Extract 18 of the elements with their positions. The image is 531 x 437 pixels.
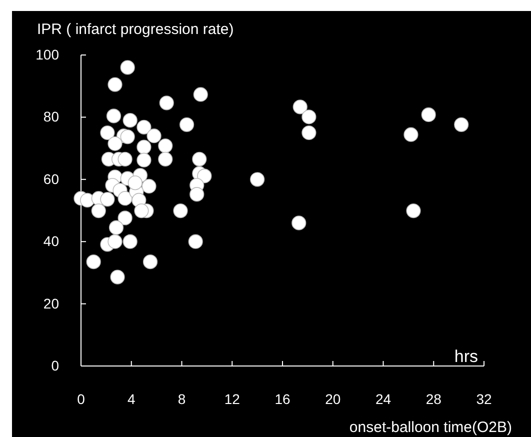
x-tick-label: 4 — [127, 390, 136, 407]
x-axis-title: onset-balloon time(O2B) — [349, 419, 512, 436]
x-tick-label: 12 — [224, 390, 240, 407]
y-tick-label: 0 — [51, 357, 60, 374]
x-tick-label: 16 — [274, 390, 290, 407]
x-tick-label: 8 — [178, 390, 186, 407]
x-tick-label: 28 — [426, 390, 442, 407]
y-tick-label: 60 — [43, 170, 60, 187]
x-tick-label: 32 — [476, 390, 492, 407]
y-axis-title: IPR ( infarct progression rate) — [37, 21, 234, 38]
y-tick-label: 40 — [43, 233, 60, 250]
x-tick-label: 20 — [325, 390, 341, 407]
y-tick-label: 20 — [43, 295, 60, 312]
x-tick-label: 0 — [77, 390, 86, 407]
y-tick-label: 80 — [43, 108, 60, 125]
annotation: hrs — [454, 347, 478, 366]
x-tick-label: 24 — [375, 390, 392, 407]
y-tick-label: 100 — [36, 46, 60, 62]
